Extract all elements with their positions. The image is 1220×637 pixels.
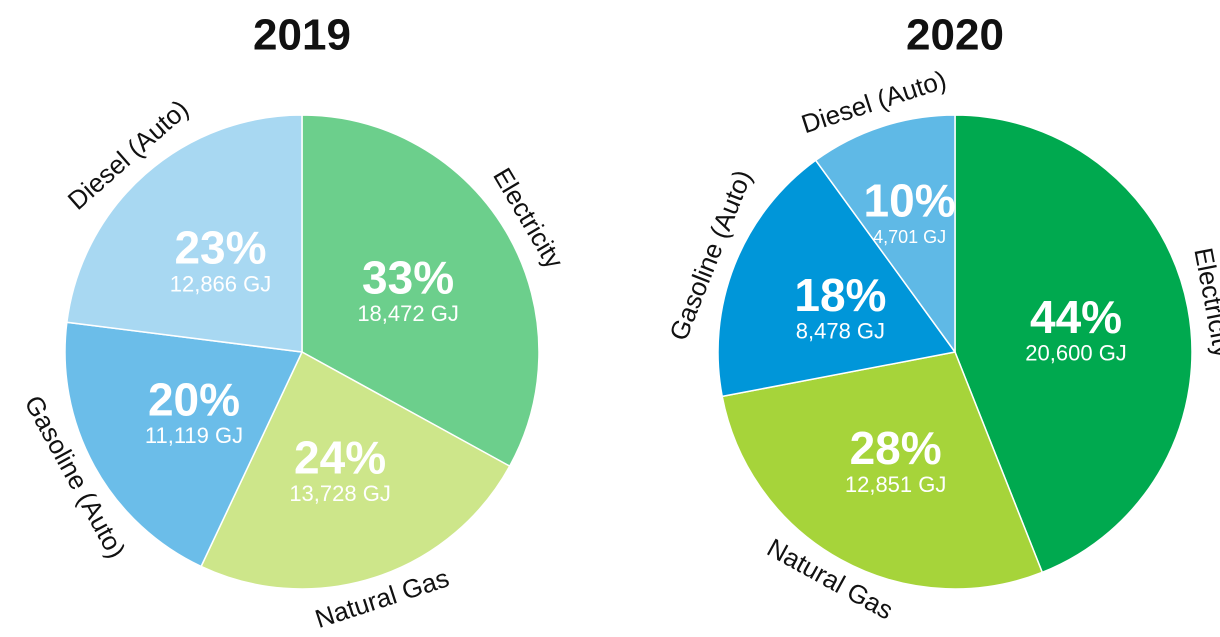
percent-label: 44% <box>1030 291 1122 343</box>
energy-label: 8,478 GJ <box>796 318 885 343</box>
chart-title: 2020 <box>906 11 1004 60</box>
pie-slice <box>954 114 1193 574</box>
category-label: Electricity <box>1188 245 1220 360</box>
energy-label: 11,119 GJ <box>145 423 243 448</box>
energy-label: 18,472 GJ <box>357 301 459 326</box>
energy-label: 20,600 GJ <box>1025 341 1127 366</box>
pie-slice <box>301 114 540 468</box>
energy-label: 12,851 GJ <box>845 472 947 497</box>
percent-label: 28% <box>850 422 942 474</box>
pie-slice <box>200 350 511 590</box>
pie-slice <box>66 114 303 353</box>
percent-label: 18% <box>794 269 886 321</box>
percent-label: 23% <box>174 222 266 274</box>
pie-slice <box>64 321 304 568</box>
energy-label: 13,728 GJ <box>289 481 391 506</box>
chart-title: 2019 <box>253 11 351 60</box>
energy-label: 4,701 GJ <box>873 227 946 247</box>
percent-label: 33% <box>362 251 454 303</box>
pie-slice <box>814 114 956 355</box>
percent-label: 10% <box>864 174 956 226</box>
pie-slice <box>717 159 957 398</box>
percent-label: 20% <box>148 374 240 426</box>
energy-label: 12,866 GJ <box>170 271 272 296</box>
percent-label: 24% <box>294 431 386 483</box>
pie-slice <box>721 351 1044 590</box>
